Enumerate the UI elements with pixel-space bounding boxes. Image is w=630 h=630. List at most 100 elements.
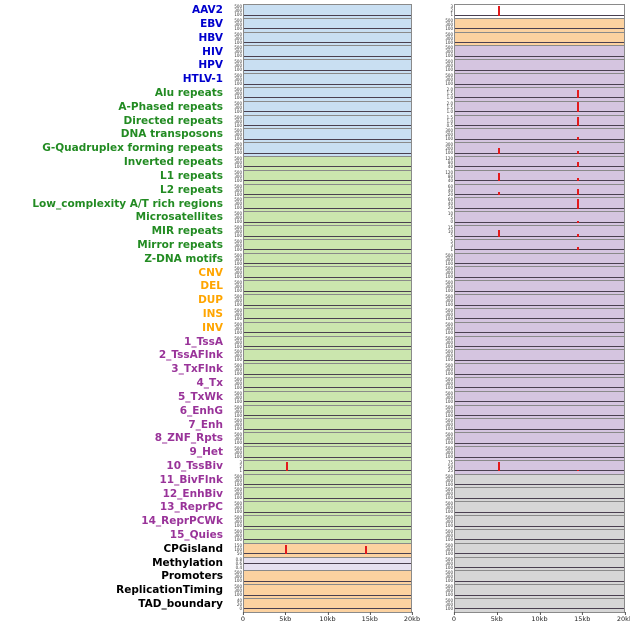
signal-baseline <box>244 470 411 472</box>
right-panel-group: 500 300 100 <box>439 31 625 47</box>
left-panel-group: 500 300 100 <box>228 501 412 517</box>
right-track-panel <box>454 335 625 351</box>
left-y-axis: 500 300 100 <box>228 474 243 488</box>
y-axis-tick-label: 500 <box>234 280 242 286</box>
signal-baseline <box>244 207 411 209</box>
column-gap <box>412 529 439 543</box>
y-axis-tick-label: 100 <box>234 163 242 169</box>
y-axis-tick-label: 100 <box>234 274 242 280</box>
right-track-panel <box>454 418 625 434</box>
left-track-panel <box>243 335 412 351</box>
left-y-axis: 500 300 100 <box>228 170 243 184</box>
right-track-panel <box>454 542 625 558</box>
column-gap <box>412 197 439 211</box>
signal-baseline <box>244 166 411 168</box>
signal-spike <box>577 90 580 99</box>
signal-baseline <box>244 97 411 99</box>
column-gap <box>412 87 439 101</box>
signal-spike <box>577 136 580 140</box>
y-axis-tick-label: 300 <box>445 505 453 511</box>
right-track-panel <box>454 238 625 254</box>
y-axis-tick-label: 500 <box>445 307 453 313</box>
y-axis-tick-label: 100 <box>234 357 242 363</box>
y-axis-tick-label: 100 <box>234 150 242 156</box>
y-axis-tick-label: 300 <box>445 270 453 276</box>
column-gap <box>412 184 439 198</box>
left-track-panel <box>243 45 412 61</box>
right-panel-group: 500 300 100 <box>439 473 625 489</box>
y-axis-tick-label: 500 <box>234 584 242 590</box>
signal-baseline <box>455 553 624 555</box>
track-row: 12_EnhBiv 500 300 100 500 300 100 <box>0 487 630 503</box>
y-axis-tick-label: 300 <box>234 77 242 83</box>
left-panel-group: 500 300 100 <box>228 418 412 434</box>
track-row: EBV 500 300 100 500 300 100 <box>0 17 630 33</box>
column-gap <box>412 501 439 515</box>
y-axis-tick-label: 300 <box>234 8 242 13</box>
right-panel-group: 500 300 100 <box>439 266 625 282</box>
signal-baseline <box>244 290 411 292</box>
y-axis-tick-label: 100 <box>445 398 453 404</box>
column-gap <box>412 418 439 432</box>
y-axis-tick-label: 100 <box>445 495 453 501</box>
track-row: 15_Quies 500 300 100 500 300 100 <box>0 528 630 544</box>
track-row: A-Phased repeats 500 300 100 2.0 1.5 1.0 <box>0 100 630 116</box>
y-axis-tick-label: 300 <box>234 311 242 317</box>
track-row: L2 repeats 500 300 100 60 40 20 <box>0 183 630 199</box>
signal-baseline <box>455 484 624 486</box>
track-row: HBV 500 300 100 500 300 100 <box>0 31 630 47</box>
column-gap <box>412 474 439 488</box>
signal-baseline <box>455 42 624 44</box>
y-axis-tick-label: 500 <box>445 584 453 590</box>
right-y-axis: 500 300 100 <box>439 501 454 515</box>
track-label: G-Quadruplex forming repeats <box>42 143 223 155</box>
track-label: 8_ZNF_Rpts <box>154 433 223 445</box>
y-axis-tick-label: 1.0 <box>446 94 453 100</box>
right-panel-group: 500 300 100 <box>439 528 625 544</box>
y-axis-tick-label: 300 <box>234 408 242 414</box>
left-y-axis: 500 300 100 <box>228 253 243 267</box>
y-axis-tick-label: 1 <box>450 246 453 252</box>
left-track-panel <box>243 183 412 199</box>
y-axis-tick-label: 5 <box>450 233 453 238</box>
y-axis-tick-label: 200 <box>445 146 453 152</box>
right-panel-group: 500 300 100 <box>439 307 625 323</box>
left-track-panel <box>243 487 412 503</box>
y-axis-tick-label: 500 <box>234 266 242 272</box>
y-axis-tick-label: 100 <box>234 177 242 183</box>
signal-baseline <box>244 55 411 57</box>
y-axis-tick-label: 500 <box>234 225 242 230</box>
left-panel-group: 500 300 100 <box>228 266 412 282</box>
track-label: 11_BivFlnk <box>159 474 223 486</box>
signal-baseline <box>244 83 411 85</box>
y-axis-tick-label: 100 <box>234 122 242 128</box>
left-track-panel <box>243 294 412 309</box>
right-panel-group: 500 300 100 <box>439 73 625 88</box>
signal-baseline <box>455 166 624 168</box>
track-row: DNA transposons 500 300 100 300 200 100 <box>0 128 630 144</box>
y-axis-tick-label: 300 <box>445 353 453 359</box>
signal-baseline <box>244 125 411 127</box>
signal-baseline <box>455 346 624 348</box>
y-axis-tick-label: 300 <box>234 367 242 373</box>
right-panel-group: 10 5 0 <box>439 211 625 226</box>
y-axis-tick-label: 500 <box>234 183 242 189</box>
y-axis-tick-label: 300 <box>445 408 453 414</box>
right-y-axis: 500 300 100 <box>439 363 454 377</box>
signal-baseline <box>455 470 624 472</box>
right-panel-group: 500 300 100 <box>439 252 625 268</box>
right-track-panel <box>454 142 625 157</box>
signal-baseline <box>455 567 624 569</box>
y-axis-tick-label: 100 <box>234 315 242 321</box>
track-row: 5_TxWk 500 300 100 500 300 100 <box>0 390 630 406</box>
right-panel-group: 60 40 20 <box>439 183 625 199</box>
right-track-panel <box>454 501 625 517</box>
y-axis-tick-label: 0.6 <box>235 560 242 566</box>
signal-baseline <box>244 318 411 320</box>
signal-baseline <box>244 346 411 348</box>
y-axis-tick-label: 100 <box>445 343 453 349</box>
right-track-panel <box>454 169 625 185</box>
